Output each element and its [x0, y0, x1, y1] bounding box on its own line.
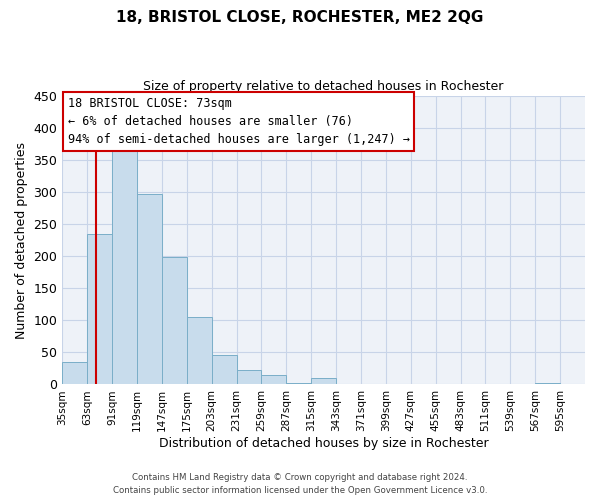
Text: 18, BRISTOL CLOSE, ROCHESTER, ME2 2QG: 18, BRISTOL CLOSE, ROCHESTER, ME2 2QG — [116, 10, 484, 25]
Title: Size of property relative to detached houses in Rochester: Size of property relative to detached ho… — [143, 80, 504, 93]
Bar — [535, 383, 560, 384]
Bar — [262, 375, 286, 384]
Bar — [87, 234, 112, 384]
Text: Contains HM Land Registry data © Crown copyright and database right 2024.
Contai: Contains HM Land Registry data © Crown c… — [113, 474, 487, 495]
X-axis label: Distribution of detached houses by size in Rochester: Distribution of detached houses by size … — [159, 437, 488, 450]
Bar — [112, 147, 137, 384]
Bar — [162, 258, 187, 384]
Bar — [236, 370, 262, 384]
Bar — [137, 194, 162, 384]
Text: 18 BRISTOL CLOSE: 73sqm
← 6% of detached houses are smaller (76)
94% of semi-det: 18 BRISTOL CLOSE: 73sqm ← 6% of detached… — [68, 97, 410, 146]
Y-axis label: Number of detached properties: Number of detached properties — [15, 142, 28, 338]
Bar — [311, 378, 336, 384]
Bar — [212, 355, 236, 384]
Bar — [286, 382, 311, 384]
Bar — [62, 362, 87, 384]
Bar — [187, 317, 212, 384]
